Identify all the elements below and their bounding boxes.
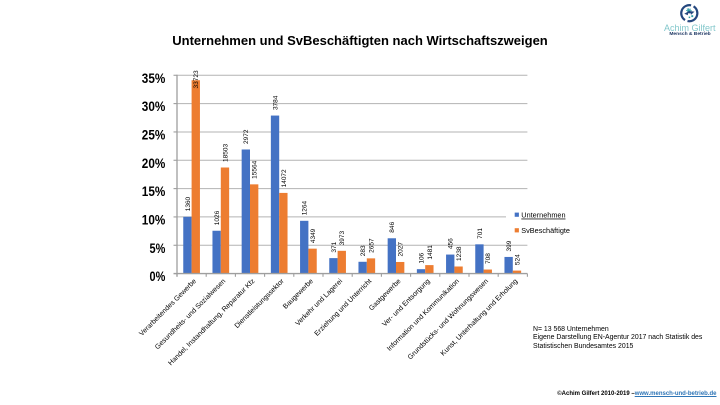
svg-text:Erziehung und Unterricht: Erziehung und Unterricht [314, 278, 374, 338]
svg-text:2657: 2657 [368, 238, 375, 253]
svg-text:371: 371 [331, 241, 338, 252]
svg-text:701: 701 [477, 228, 484, 239]
svg-text:2972: 2972 [243, 129, 250, 144]
svg-text:33723: 33723 [193, 70, 200, 88]
svg-text:30%: 30% [142, 98, 166, 114]
svg-text:2027: 2027 [398, 242, 405, 257]
svg-text:15564: 15564 [252, 160, 259, 178]
svg-text:20%: 20% [142, 155, 166, 171]
svg-text:283: 283 [360, 245, 367, 256]
svg-text:Unternehmen: Unternehmen [521, 211, 565, 220]
svg-text:456: 456 [448, 238, 455, 249]
svg-text:1026: 1026 [214, 210, 221, 225]
svg-text:3784: 3784 [272, 95, 279, 110]
svg-text:Verarbeitendes Gewerbe: Verarbeitendes Gewerbe [138, 278, 198, 338]
svg-text:1264: 1264 [302, 200, 309, 215]
svg-text:0%: 0% [150, 268, 166, 284]
svg-text:524: 524 [514, 254, 521, 265]
svg-text:5%: 5% [150, 240, 166, 256]
svg-text:3973: 3973 [339, 230, 346, 245]
svg-text:SvBeschäftigte: SvBeschäftigte [521, 226, 570, 235]
svg-text:1360: 1360 [185, 196, 192, 211]
svg-text:1481: 1481 [427, 245, 434, 260]
svg-text:1238: 1238 [456, 246, 463, 261]
svg-text:35%: 35% [142, 70, 166, 86]
svg-text:708: 708 [485, 253, 492, 264]
svg-text:25%: 25% [142, 126, 166, 142]
svg-text:106: 106 [418, 252, 425, 263]
svg-text:10%: 10% [142, 211, 166, 227]
svg-text:4349: 4349 [310, 228, 317, 243]
svg-text:Dienstleistungssektor: Dienstleistungssektor [234, 277, 286, 329]
svg-text:399: 399 [506, 240, 513, 251]
svg-text:15%: 15% [142, 183, 166, 199]
svg-text:18503: 18503 [222, 144, 229, 162]
svg-text:846: 846 [389, 222, 396, 233]
svg-text:14072: 14072 [281, 169, 288, 187]
